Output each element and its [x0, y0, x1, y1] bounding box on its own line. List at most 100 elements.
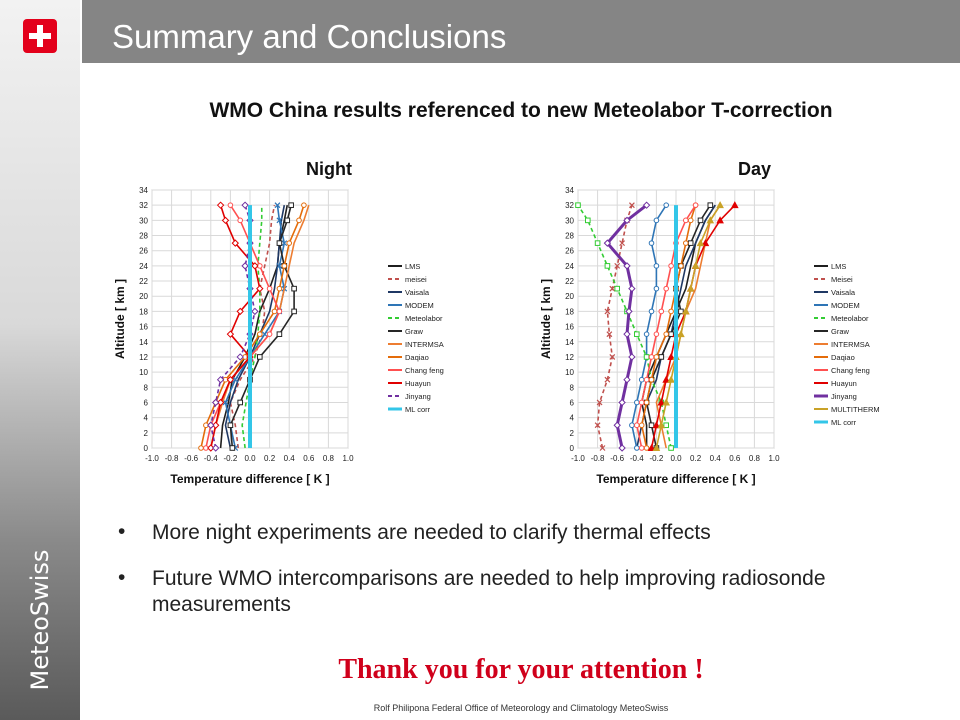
- legend-entry: LMS: [831, 262, 846, 271]
- data-point: [716, 201, 724, 209]
- data-point: [668, 308, 674, 315]
- data-point: [585, 217, 591, 224]
- x-tick-label: 0.2: [690, 454, 702, 463]
- data-point: [594, 422, 601, 429]
- bullet-dot: •: [118, 566, 126, 589]
- legend-entry: Chang feng: [405, 366, 444, 375]
- data-point: [291, 308, 297, 315]
- data-point: [276, 217, 283, 224]
- data-point: [628, 284, 636, 293]
- data-point: [668, 263, 674, 269]
- data-point: [281, 240, 288, 247]
- y-tick-label: 24: [565, 262, 574, 271]
- night-panel-label: Night: [306, 159, 352, 179]
- data-point: [614, 285, 621, 292]
- data-point: [241, 262, 249, 270]
- data-point: [634, 422, 640, 429]
- data-point: [609, 354, 616, 360]
- data-point: [707, 202, 714, 208]
- x-tick-label: 0.8: [749, 454, 761, 463]
- data-point: [628, 353, 636, 361]
- y-tick-label: 24: [139, 262, 148, 271]
- legend-entry: ML corr: [831, 418, 857, 427]
- series-line: [631, 204, 667, 449]
- data-point: [266, 285, 273, 292]
- data-point: [276, 285, 283, 292]
- data-point: [236, 353, 244, 361]
- y-tick-label: 32: [565, 201, 574, 210]
- data-point: [683, 217, 689, 224]
- data-point: [207, 444, 215, 452]
- data-point: [662, 398, 671, 406]
- data-point: [614, 262, 621, 269]
- bullet-text: Future WMO intercomparisons are needed t…: [152, 567, 826, 616]
- x-tick-label: 0.0: [244, 454, 256, 463]
- data-point: [663, 422, 669, 429]
- y-tick-label: 22: [139, 277, 148, 286]
- y-tick-label: 0: [144, 444, 149, 453]
- data-point: [276, 240, 283, 246]
- data-point: [216, 375, 225, 384]
- day-chart: -1.0 -0.8 -0.6 -0.4 -0.2 0.0 0.2 0.4 0.6 0.8 1.0 0 2…: [539, 186, 880, 486]
- data-point: [251, 307, 259, 316]
- data-point: [226, 330, 235, 338]
- data-point: [648, 308, 655, 315]
- y-axis-label: Altitude [ km ]: [113, 279, 127, 359]
- legend-entry: Vaisala: [831, 288, 856, 297]
- y-axis-label: Altitude [ km ]: [539, 279, 553, 359]
- y-tick-label: 28: [139, 232, 148, 241]
- header-bar: Summary and Conclusions: [82, 0, 960, 63]
- data-point: [648, 376, 655, 383]
- data-point: [604, 263, 611, 269]
- data-point: [634, 399, 640, 406]
- series-line: [224, 205, 286, 449]
- data-point: [211, 421, 220, 429]
- data-point: [198, 445, 204, 451]
- data-point: [231, 239, 240, 247]
- data-point: [678, 263, 684, 269]
- data-point: [667, 375, 675, 383]
- x-tick-label: 0.0: [670, 454, 682, 463]
- data-point: [619, 240, 626, 247]
- data-point: [653, 263, 660, 269]
- data-point: [643, 331, 650, 337]
- data-point: [696, 239, 705, 247]
- data-point: [291, 285, 297, 292]
- y-tick-label: 6: [144, 398, 149, 407]
- data-point: [662, 375, 671, 383]
- data-point: [701, 239, 710, 247]
- legend-entry: MULTITHERM: [831, 405, 880, 414]
- y-tick-label: 26: [565, 247, 574, 256]
- y-tick-label: 12: [565, 353, 574, 362]
- bullet-text: More night experiments are needed to cla…: [152, 521, 711, 544]
- data-point: [667, 352, 675, 360]
- data-point: [687, 240, 694, 246]
- legend-entry: Meteolabor: [405, 314, 443, 323]
- legend-entry: LMS: [405, 262, 420, 271]
- legend-entry: MODEM: [831, 301, 860, 310]
- data-point: [691, 261, 700, 269]
- data-point: [232, 376, 239, 383]
- x-tick-label: -0.8: [165, 454, 179, 463]
- data-point: [681, 307, 690, 315]
- data-point: [668, 331, 674, 337]
- brand-label: MeteoSwiss: [26, 549, 54, 691]
- data-point: [628, 202, 635, 209]
- series-line: [577, 204, 672, 449]
- data-point: [288, 202, 294, 208]
- data-point: [274, 202, 281, 209]
- data-point: [653, 217, 660, 224]
- y-tick-label: 26: [139, 247, 148, 256]
- data-point: [281, 263, 288, 269]
- data-point: [692, 202, 699, 208]
- data-point: [604, 376, 611, 383]
- legend-entry: Vaisala: [405, 288, 430, 297]
- data-point: [657, 398, 666, 406]
- y-tick-label: 32: [139, 201, 148, 210]
- x-tick-label: 0.4: [710, 454, 722, 463]
- data-point: [716, 216, 724, 224]
- data-point: [686, 284, 695, 292]
- data-point: [221, 216, 230, 225]
- data-point: [634, 331, 640, 337]
- x-tick-label: 0.8: [323, 454, 335, 463]
